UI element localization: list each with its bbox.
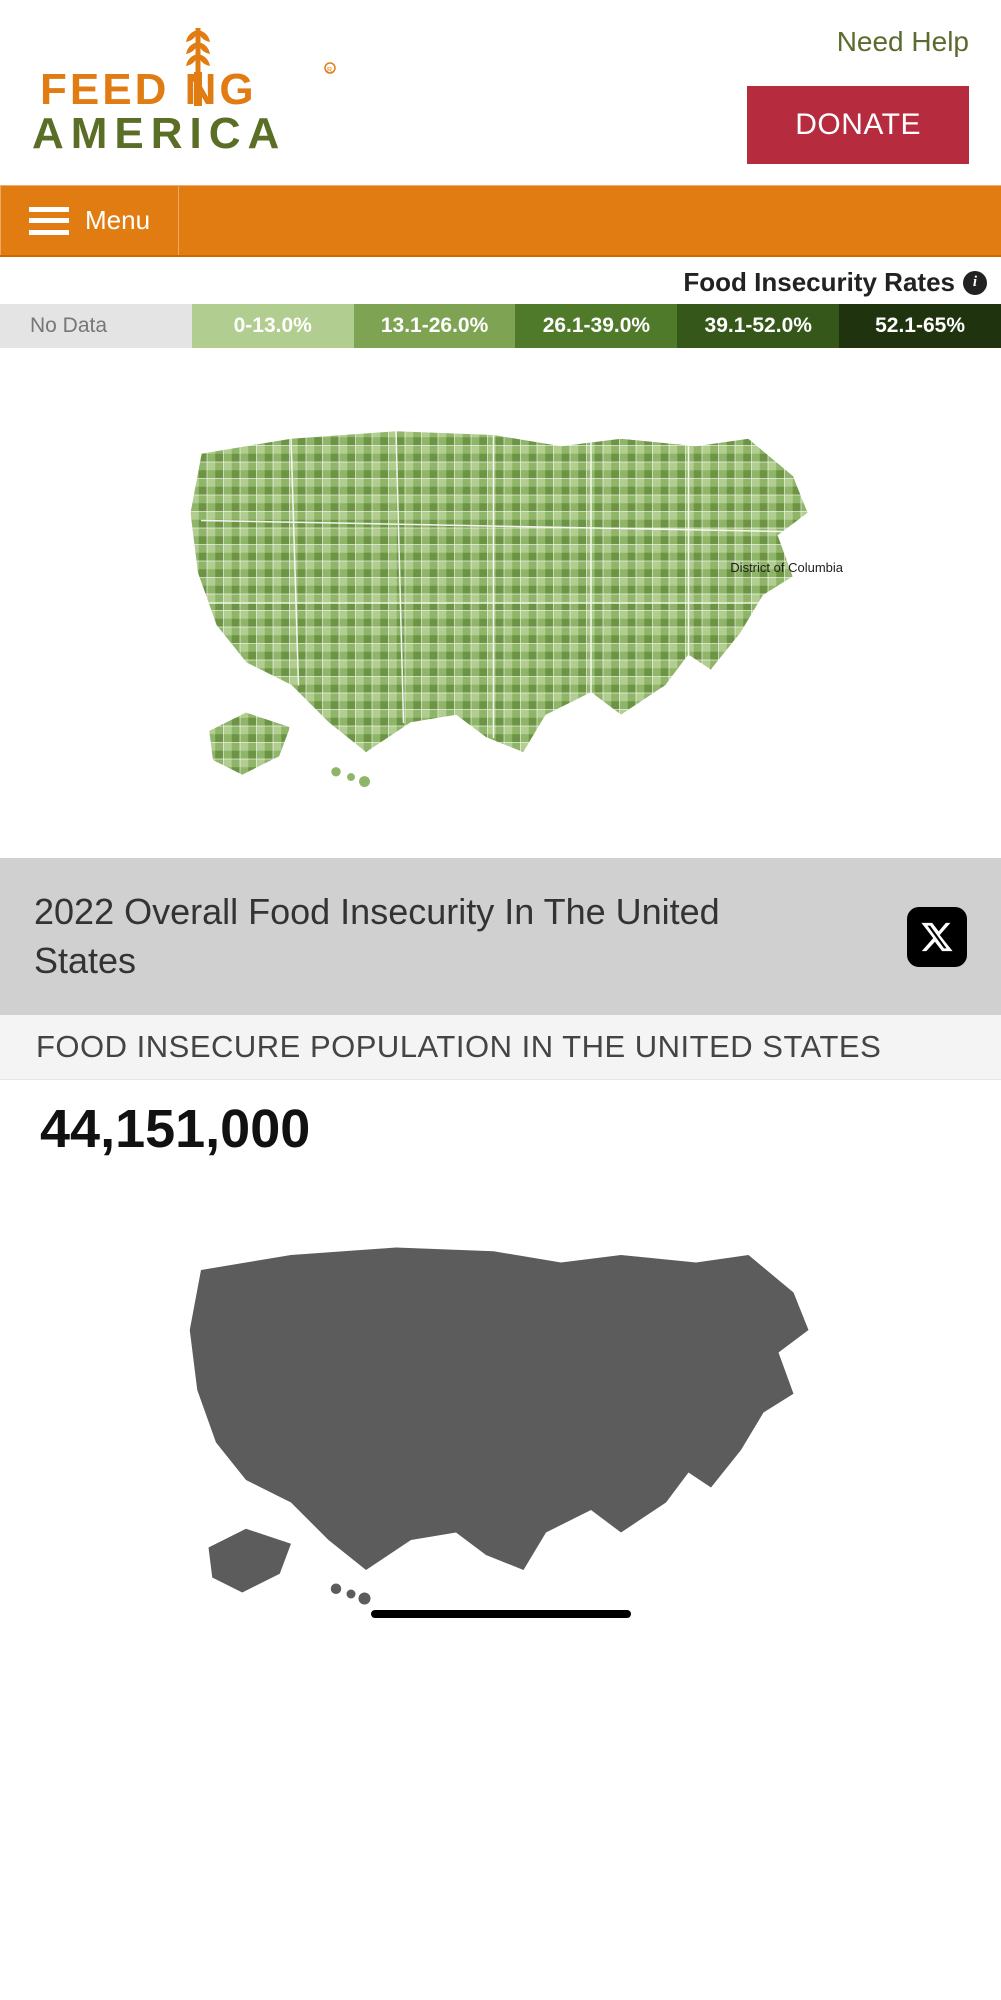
- summary-title: 2022 Overall Food Insecurity In The Unit…: [34, 888, 814, 985]
- legend-title: Food Insecurity Rates: [683, 267, 955, 298]
- menu-button[interactable]: Menu: [0, 186, 179, 255]
- choropleth-map-wrap: District of Columbia: [0, 348, 1001, 858]
- legend-cell-0: No Data: [0, 304, 192, 348]
- legend-cell-4: 39.1-52.0%: [677, 304, 839, 348]
- legend-cell-3: 26.1-39.0%: [515, 304, 677, 348]
- summary-title-band: 2022 Overall Food Insecurity In The Unit…: [0, 858, 1001, 1015]
- need-help-link[interactable]: Need Help: [837, 10, 969, 58]
- silhouette-wrap: [0, 1190, 1001, 1650]
- share-x-button[interactable]: [907, 907, 967, 967]
- site-header: FEED NG R AMERICA Need Help DONATE: [0, 0, 1001, 185]
- main-nav: Menu: [0, 185, 1001, 257]
- menu-label: Menu: [85, 205, 150, 236]
- brand-line1: FEED NG: [40, 65, 257, 114]
- brand-line2: AMERICA: [32, 109, 286, 158]
- map-annotation-dc: District of Columbia: [730, 560, 843, 575]
- legend-cell-2: 13.1-26.0%: [354, 304, 516, 348]
- x-icon: [920, 920, 954, 954]
- us-silhouette-map[interactable]: [141, 1180, 861, 1630]
- us-choropleth-map[interactable]: [141, 363, 861, 813]
- legend-title-row: Food Insecurity Rates i: [0, 257, 1001, 304]
- home-indicator: [371, 1610, 631, 1618]
- legend-row: No Data0-13.0%13.1-26.0%26.1-39.0%39.1-5…: [0, 304, 1001, 348]
- population-header: FOOD INSECURE POPULATION IN THE UNITED S…: [0, 1015, 1001, 1080]
- population-value: 44,151,000: [0, 1080, 1001, 1190]
- legend-cell-5: 52.1-65%: [839, 304, 1001, 348]
- info-icon[interactable]: i: [963, 271, 987, 295]
- brand-logo[interactable]: FEED NG R AMERICA: [32, 10, 352, 165]
- hamburger-icon: [29, 207, 69, 235]
- donate-button[interactable]: DONATE: [747, 86, 969, 164]
- svg-text:R: R: [327, 67, 332, 74]
- legend-cell-1: 0-13.0%: [192, 304, 354, 348]
